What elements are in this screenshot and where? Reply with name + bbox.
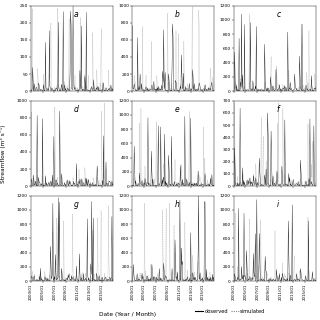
Text: c: c xyxy=(276,10,281,19)
Text: Date (Year / Month): Date (Year / Month) xyxy=(100,312,156,317)
Text: i: i xyxy=(276,200,278,209)
Text: Streamflow (m³ s⁻¹): Streamflow (m³ s⁻¹) xyxy=(0,124,6,183)
Text: f: f xyxy=(276,105,279,114)
Legend: observed, simulated: observed, simulated xyxy=(193,307,268,316)
Text: g: g xyxy=(74,200,78,209)
Text: h: h xyxy=(175,200,180,209)
Text: a: a xyxy=(74,10,78,19)
Text: e: e xyxy=(175,105,180,114)
Text: b: b xyxy=(175,10,180,19)
Text: d: d xyxy=(74,105,78,114)
